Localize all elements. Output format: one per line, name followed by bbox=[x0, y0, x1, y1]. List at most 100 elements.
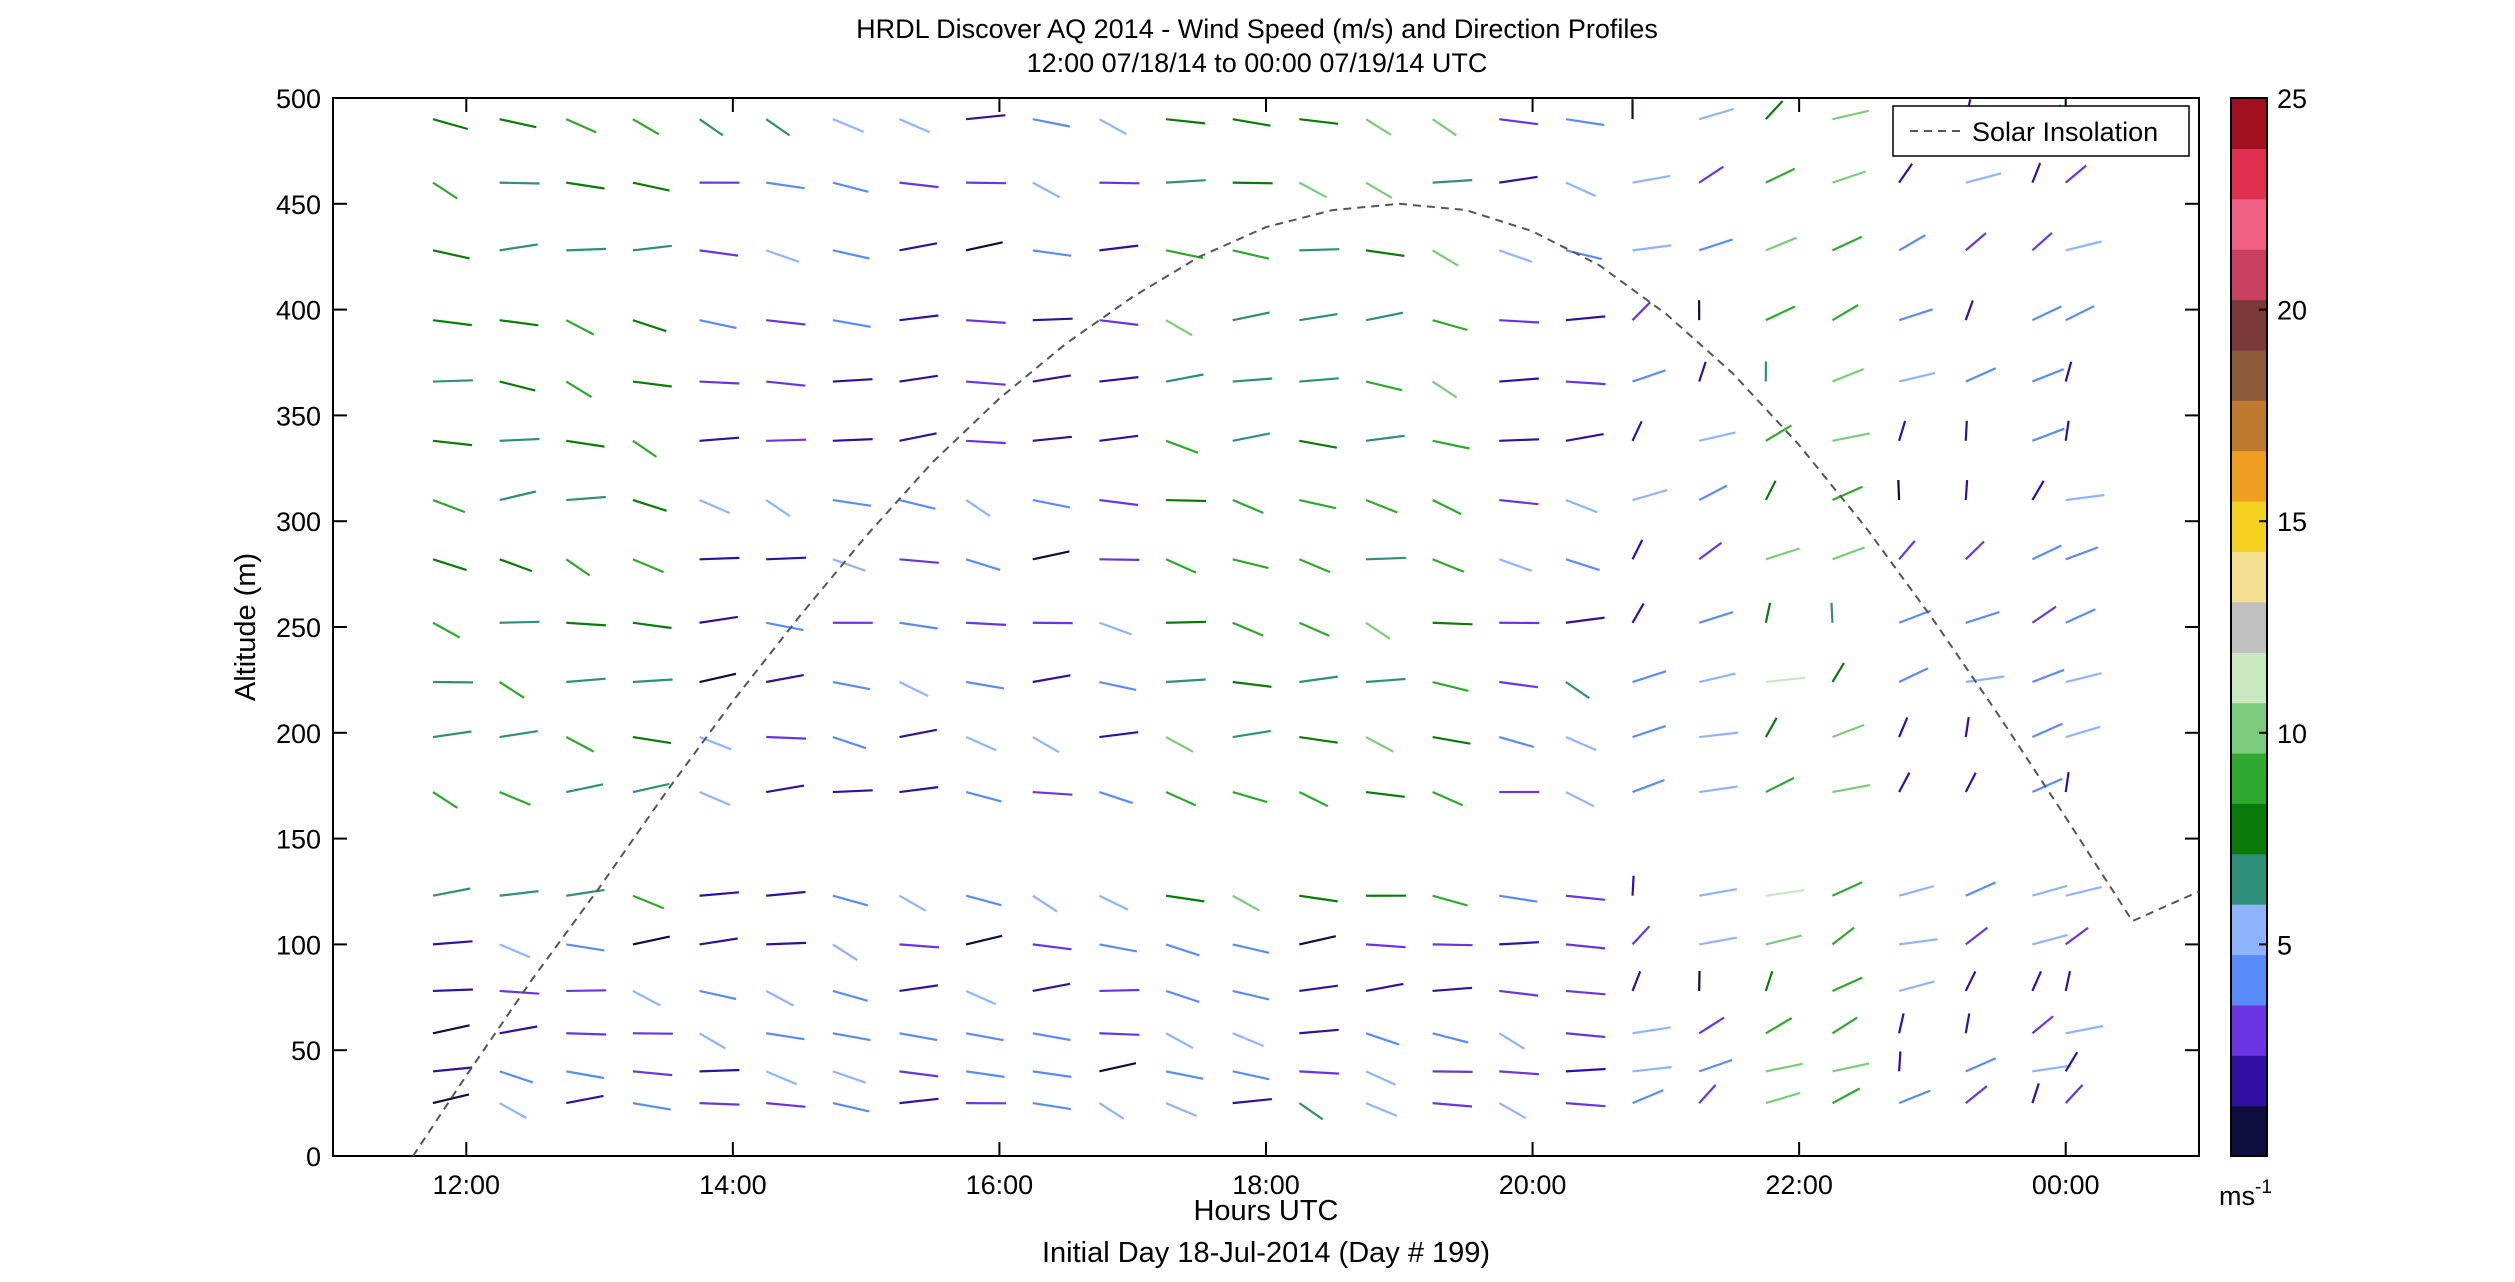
colorbar-segment bbox=[2231, 551, 2267, 603]
wind-barb bbox=[1165, 678, 1206, 684]
wind-barb bbox=[1498, 1032, 1525, 1050]
x-axis-label-secondary: Initial Day 18-Jul-2014 (Day # 199) bbox=[1042, 1237, 1490, 1269]
wind-barb bbox=[632, 1070, 673, 1077]
wind-barb bbox=[766, 556, 807, 561]
wind-barb bbox=[899, 1070, 939, 1078]
wind-barb bbox=[1965, 1057, 1997, 1073]
wind-barb bbox=[2031, 1083, 2040, 1104]
wind-barb bbox=[2031, 305, 2062, 322]
wind-barb bbox=[765, 621, 804, 632]
wind-barb bbox=[1565, 499, 1598, 514]
wind-barb bbox=[1232, 790, 1268, 804]
wind-barb bbox=[1365, 982, 1404, 993]
wind-barb bbox=[1765, 1062, 1804, 1073]
wind-barb bbox=[1499, 175, 1538, 184]
wind-barb bbox=[1432, 621, 1473, 626]
wind-barb bbox=[1365, 434, 1405, 442]
wind-barb bbox=[499, 730, 538, 739]
wind-barb bbox=[1632, 244, 1672, 252]
wind-barb bbox=[898, 894, 927, 912]
wind-barb bbox=[1432, 791, 1464, 807]
wind-barb bbox=[832, 680, 871, 691]
wind-barb bbox=[2064, 970, 2072, 992]
wind-barb bbox=[1565, 736, 1597, 752]
y-axis-label: Altitude (m) bbox=[230, 553, 262, 701]
wind-barb bbox=[2031, 232, 2053, 252]
x-tick-label: 18:00 bbox=[1232, 1170, 1300, 1200]
wind-barb bbox=[1232, 118, 1271, 127]
wind-barb bbox=[565, 118, 597, 134]
wind-barb bbox=[1965, 926, 1989, 946]
wind-barb bbox=[1499, 118, 1539, 126]
wind-barb bbox=[432, 181, 458, 200]
colorbar-segment bbox=[2231, 752, 2267, 804]
wind-barb bbox=[1830, 602, 1834, 623]
wind-barb bbox=[1299, 498, 1337, 510]
wind-barb bbox=[2032, 933, 2068, 946]
wind-barb bbox=[632, 621, 672, 630]
wind-barb bbox=[1898, 609, 1932, 624]
wind-barb bbox=[1898, 667, 1929, 684]
wind-barb bbox=[1099, 1032, 1140, 1036]
wind-barb bbox=[1565, 1102, 1606, 1108]
colorbar-ticks: 5 10 15 20 25 bbox=[2259, 84, 2307, 960]
wind-barb bbox=[1365, 499, 1398, 514]
colorbar-tick-label: 5 bbox=[2277, 930, 2292, 960]
wind-barb bbox=[832, 989, 868, 1002]
wind-barb bbox=[2032, 1064, 2071, 1073]
wind-barb bbox=[1698, 1058, 1733, 1073]
wind-barb bbox=[899, 1032, 938, 1042]
wind-barb bbox=[899, 984, 939, 993]
wind-barb bbox=[1631, 420, 1643, 442]
wind-barb bbox=[1298, 621, 1330, 637]
wind-barb bbox=[1764, 480, 1777, 501]
wind-barb bbox=[432, 730, 472, 739]
wind-barb bbox=[1032, 1070, 1072, 1078]
wind-barb bbox=[566, 783, 604, 794]
wind-barb bbox=[832, 735, 867, 750]
wind-barb bbox=[1432, 986, 1473, 993]
wind-barb bbox=[699, 499, 731, 515]
wind-barb bbox=[1631, 970, 1642, 992]
wind-barb bbox=[1498, 558, 1533, 572]
wind-barb bbox=[1232, 249, 1270, 260]
wind-barb bbox=[2031, 777, 2063, 794]
wind-barb bbox=[899, 118, 931, 134]
wind-barb bbox=[566, 1094, 604, 1105]
wind-barb bbox=[1432, 249, 1459, 267]
wind-barb bbox=[432, 1093, 470, 1105]
x-axis-ticks: 12:00 14:00 16:00 18:00 20:00 22:00 00:00 bbox=[432, 98, 2100, 1200]
wind-barb bbox=[699, 1102, 740, 1106]
wind-barb bbox=[566, 181, 605, 190]
wind-barb bbox=[899, 786, 939, 794]
wind-barb bbox=[1898, 163, 1914, 184]
wind-barb bbox=[1698, 1084, 1717, 1104]
colorbar-frame bbox=[2230, 97, 2268, 1157]
wind-barb bbox=[499, 118, 537, 129]
wind-barb bbox=[1099, 319, 1139, 326]
wind-barb bbox=[1432, 894, 1468, 907]
wind-barb bbox=[1032, 894, 1058, 913]
wind-barb bbox=[1032, 1102, 1072, 1111]
wind-barb bbox=[566, 1070, 605, 1080]
wind-barb bbox=[966, 181, 1007, 185]
wind-barb bbox=[499, 1070, 534, 1084]
x-tick-label: 00:00 bbox=[2032, 1170, 2100, 1200]
wind-barb bbox=[965, 989, 997, 1006]
wind-barb bbox=[1632, 1026, 1671, 1035]
wind-barb bbox=[1432, 558, 1465, 573]
wind-barb bbox=[965, 241, 1003, 252]
wind-barb bbox=[1099, 376, 1139, 383]
wind-barb bbox=[1765, 776, 1795, 794]
wind-barb bbox=[1032, 550, 1070, 561]
wind-barb bbox=[1898, 1051, 1902, 1072]
wind-barb bbox=[1898, 234, 1926, 252]
wind-barb bbox=[1699, 731, 1739, 739]
wind-barb bbox=[1299, 675, 1338, 684]
plot-area: 12:00 14:00 16:00 18:00 20:00 22:00 00:00 0 50 1… bbox=[276, 84, 2200, 1200]
wind-barb bbox=[1299, 248, 1340, 252]
wind-barb bbox=[1499, 319, 1540, 324]
wind-barb bbox=[899, 621, 938, 630]
y-tick-label: 100 bbox=[276, 930, 321, 960]
wind-barb bbox=[1964, 540, 1985, 561]
